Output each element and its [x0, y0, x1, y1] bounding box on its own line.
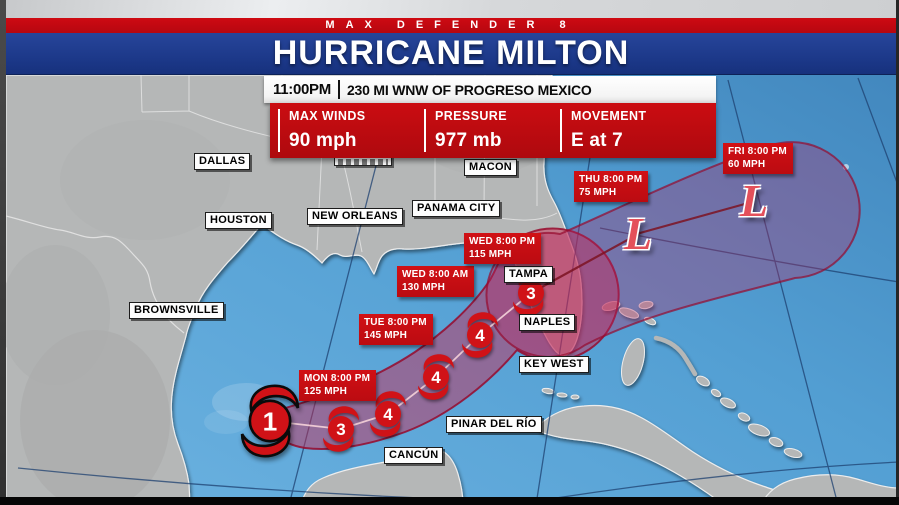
forecast-time: FRI 8:00 PM	[728, 146, 787, 157]
city-label-new-orleans: NEW ORLEANS	[307, 208, 403, 225]
cloud-wisp	[204, 410, 248, 434]
frame-edge-left	[0, 0, 6, 505]
stat-max-winds: MAX WINDS 90 mph	[278, 109, 416, 152]
city-label-naples: NAPLES	[519, 314, 576, 331]
track-line-extended	[530, 200, 753, 294]
forecast-label-wed-pm: WED 8:00 PM 115 MPH	[464, 233, 542, 264]
stat-label: MOVEMENT	[571, 109, 647, 123]
svg-text:4: 4	[383, 405, 393, 424]
city-label-panama-city: PANAMA CITY	[412, 200, 501, 217]
forecast-label-thu: THU 8:00 PM 75 MPH	[574, 171, 649, 202]
stat-value: 977 mb	[435, 130, 502, 151]
bahamas-islands	[601, 300, 803, 459]
forecast-wind: 115 MPH	[469, 249, 512, 260]
top-gray-strip	[6, 0, 896, 18]
city-label-macon: MACON	[464, 159, 518, 176]
stat-value: E at 7	[571, 130, 623, 151]
hurricane-icon-tue-am: 4	[370, 391, 406, 437]
forecast-label-fri: FRI 8:00 PM 60 MPH	[723, 143, 793, 174]
graticule-lines	[17, 77, 899, 505]
forecast-label-wed-am: WED 8:00 AM 130 MPH	[397, 266, 475, 297]
forecast-wind: 75 MPH	[579, 187, 617, 198]
city-label-cancun: CANCÚN	[384, 447, 444, 464]
city-label-tampa: TAMPA	[504, 266, 553, 283]
stat-pressure: PRESSURE 977 mb	[424, 109, 552, 152]
stat-movement: MOVEMENT E at 7	[560, 109, 700, 152]
status-bar: 11:00PM 230 MI WNW OF PROGRESO MEXICO	[264, 76, 716, 103]
cuba-land	[538, 404, 818, 505]
storm-location: 230 MI WNW OF PROGRESO MEXICO	[346, 81, 592, 98]
forecast-time: TUE 8:00 PM	[364, 317, 427, 328]
storm-stats-bar: MAX WINDS 90 mph PRESSURE 977 mb MOVEMEN…	[270, 103, 716, 158]
hurricane-icon-mon: 3	[323, 406, 359, 452]
forecast-time: MON 8:00 PM	[304, 373, 371, 384]
city-label-dallas: DALLAS	[194, 153, 251, 170]
forecast-wind: 130 MPH	[402, 282, 446, 293]
svg-text:3: 3	[336, 420, 345, 439]
forecast-time: THU 8:00 PM	[579, 174, 643, 185]
forecast-time: WED 8:00 PM	[469, 236, 536, 247]
hurricane-icon-wed-pm: 3	[513, 270, 549, 316]
hurricane-icon-wed-am: 4	[462, 312, 498, 358]
city-label-key-west: KEY WEST	[519, 356, 589, 373]
stat-label: PRESSURE	[435, 109, 507, 123]
advisory-time: 11:00PM	[273, 81, 331, 98]
svg-text:4: 4	[475, 326, 485, 345]
city-label-houston: HOUSTON	[205, 212, 272, 229]
hurricane-icon-tue-pm: 4	[418, 354, 454, 400]
low-pressure-symbol: L	[624, 208, 653, 259]
svg-text:3: 3	[526, 284, 535, 303]
stat-value: 90 mph	[289, 130, 357, 151]
city-label-brownsville: BROWNSVILLE	[129, 302, 224, 319]
forecast-wind: 125 MPH	[304, 386, 348, 397]
svg-text:1: 1	[263, 406, 278, 436]
hurricane-icon-current: 1	[240, 384, 300, 458]
city-label-pinar-del-rio: PINAR DEL RÍO	[446, 416, 542, 433]
svg-text:4: 4	[431, 368, 441, 387]
forecast-label-tue: TUE 8:00 PM 145 MPH	[359, 314, 433, 345]
low-pressure-symbol: L	[740, 175, 769, 226]
forecast-time: WED 8:00 AM	[402, 269, 469, 280]
frame-edge-bottom	[0, 497, 899, 505]
florida-keys	[541, 387, 580, 400]
page-title: HURRICANE MILTON	[6, 33, 896, 75]
frame-edge-right	[896, 0, 899, 505]
forecast-label-mon: MON 8:00 PM 125 MPH	[299, 370, 377, 401]
stat-label: MAX WINDS	[289, 109, 366, 123]
divider	[337, 80, 340, 99]
forecast-wind: 60 MPH	[728, 159, 766, 170]
forecast-wind: 145 MPH	[364, 330, 408, 341]
ticker-bar: MAX DEFENDER 8	[6, 18, 896, 33]
